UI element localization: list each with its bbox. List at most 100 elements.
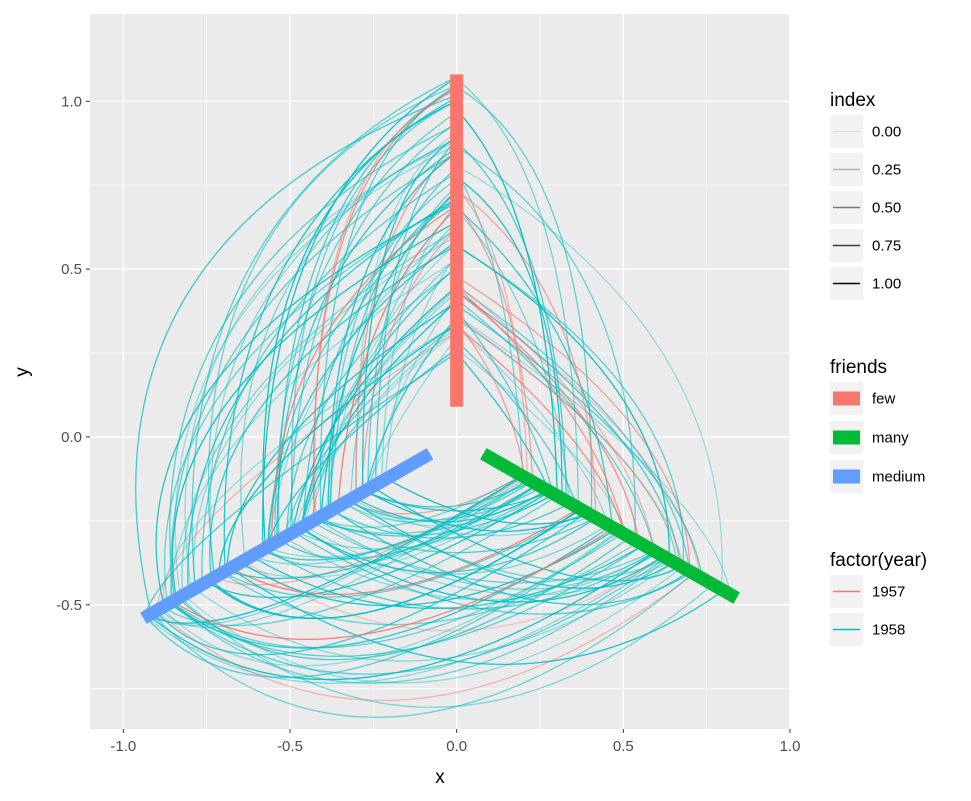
legend-key-fill <box>833 391 860 406</box>
axis-segment-many <box>480 448 740 604</box>
edge-arc <box>456 141 567 502</box>
edge-arc <box>171 558 669 684</box>
edge-arc <box>159 478 529 628</box>
edge-arc <box>365 490 588 532</box>
edge-arc <box>183 566 683 684</box>
edge-arc <box>293 330 458 532</box>
edge-arc <box>311 287 458 522</box>
y-tick-label: 1.0 <box>61 93 82 110</box>
edge-arc <box>456 203 534 482</box>
edge-arc <box>456 286 626 535</box>
edge-arc <box>148 551 656 681</box>
legend-label: few <box>872 391 896 408</box>
legend-label: 1958 <box>872 622 905 639</box>
edge-arc <box>264 547 658 610</box>
edge-arc <box>347 486 543 521</box>
edge-arc <box>456 245 670 560</box>
edge-arc <box>226 483 538 580</box>
edge-arc <box>169 259 458 603</box>
edge-arc <box>456 78 579 508</box>
y-tick-label: 0.0 <box>61 429 82 446</box>
edge-arc <box>347 491 551 527</box>
edge-arc <box>201 171 458 585</box>
axis-segment-medium <box>140 448 434 624</box>
edge-arc <box>456 165 723 590</box>
edge-arc <box>184 140 457 591</box>
legend-label: 1957 <box>872 584 905 601</box>
legend-label: many <box>872 430 909 447</box>
x-axis-ticks: -1.0 -0.5 0.0 0.5 1.0 <box>110 729 800 755</box>
edge-arc <box>456 315 732 595</box>
legend-key-fill <box>833 469 860 484</box>
edge-arc <box>209 508 581 619</box>
edge-arc <box>319 85 457 517</box>
edge-arc <box>311 521 655 584</box>
edge-arc <box>170 152 457 602</box>
edge-arc <box>456 316 684 568</box>
edge-arc <box>317 474 522 528</box>
edge-arc <box>271 205 458 545</box>
edge-arc <box>161 530 619 667</box>
x-tick-label: -1.0 <box>110 738 136 755</box>
edge-arc <box>209 244 457 580</box>
edge-arc <box>456 189 597 518</box>
edge-arc <box>361 228 458 493</box>
edge-arc <box>300 527 664 603</box>
legend-label: 0.50 <box>872 200 901 217</box>
edge-arc <box>456 340 578 508</box>
edge-arc <box>303 525 672 596</box>
edge-arc <box>193 235 457 589</box>
edge-arc <box>155 512 588 656</box>
legend-label: 0.25 <box>872 162 901 179</box>
x-tick-label: 0.5 <box>613 738 634 755</box>
edge-arc <box>456 309 554 494</box>
edge-arc <box>194 561 675 662</box>
edge-arc <box>303 326 458 527</box>
legend-label: 1.00 <box>872 276 901 293</box>
edge-arc <box>386 478 590 525</box>
edge-arc <box>375 139 458 485</box>
edge-arc <box>456 146 636 541</box>
edge-arcs <box>135 76 732 719</box>
legend-title: friends <box>830 357 887 378</box>
x-tick-label: 0.0 <box>446 738 467 755</box>
edge-arc <box>218 323 458 575</box>
edge-arc <box>456 348 629 537</box>
edge-arc <box>207 84 457 578</box>
edge-arc <box>291 285 458 533</box>
edge-arc <box>456 326 610 526</box>
legend-key-fill <box>833 430 860 445</box>
edge-arc <box>456 109 558 496</box>
edge-arc <box>151 572 694 719</box>
edge-arc <box>456 245 685 568</box>
edge-arc <box>456 209 571 503</box>
edge-arc <box>315 493 556 537</box>
edge-arc <box>456 321 526 478</box>
edge-arc <box>156 573 695 702</box>
edge-arc <box>162 323 458 607</box>
edge-arc <box>143 352 458 619</box>
edge-arc <box>300 265 458 528</box>
edge-arc <box>162 495 558 627</box>
hive-axes <box>140 74 740 624</box>
edge-arc <box>187 197 458 593</box>
x-axis-title: x <box>435 767 445 788</box>
x-tick-label: -0.5 <box>277 738 303 755</box>
edge-arc <box>456 283 656 552</box>
edge-arc <box>285 268 458 537</box>
y-axis-title: y <box>12 367 33 377</box>
edge-arc <box>362 136 458 493</box>
edge-arc <box>301 301 458 528</box>
edge-arc <box>267 226 458 547</box>
legend-title: factor(year) <box>830 550 927 571</box>
edge-arc <box>456 186 528 479</box>
edge-arc <box>172 527 615 640</box>
edge-arc <box>169 123 457 601</box>
edge-arc <box>191 76 457 589</box>
edge-arc <box>456 276 691 572</box>
edge-arc <box>179 583 714 708</box>
edge-arc <box>456 176 563 499</box>
edge-arc <box>145 555 664 684</box>
edge-arc <box>366 337 458 491</box>
edge-arc <box>456 325 625 535</box>
